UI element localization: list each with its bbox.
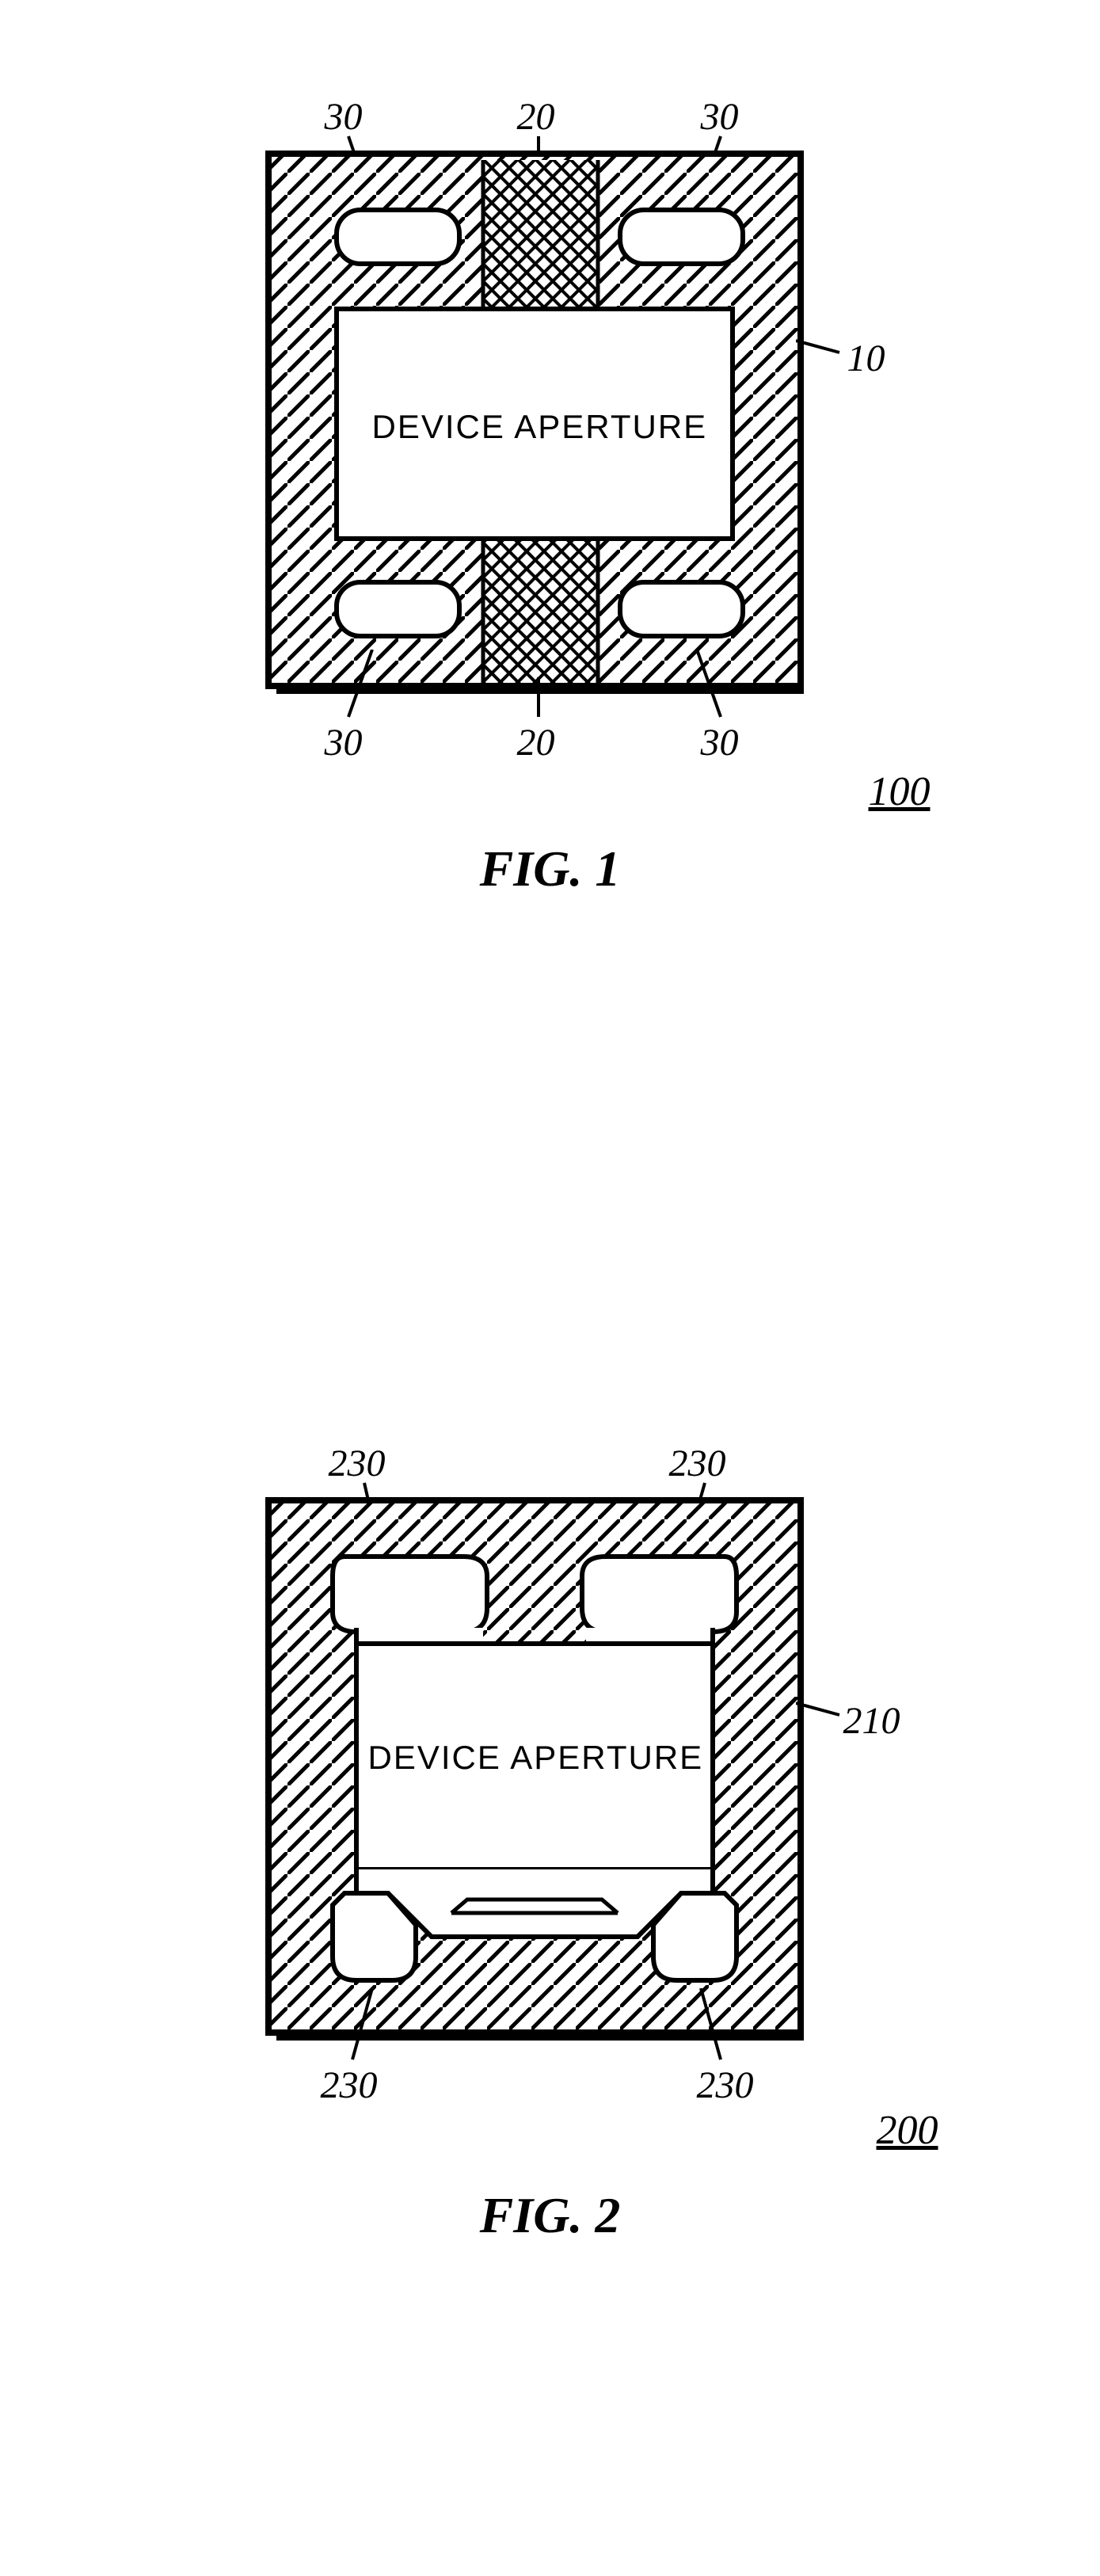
ref-label-30-br: 30 — [701, 721, 739, 764]
ref-label-10: 10 — [847, 337, 885, 380]
figure-2-title: FIG. 2 — [194, 2186, 907, 2245]
ref-label-210: 210 — [843, 1699, 900, 1743]
ref-label-230-br: 230 — [697, 2063, 754, 2107]
lead-lines-bottom-2 — [194, 1988, 907, 2115]
figure-1-number: 100 — [869, 768, 931, 815]
ref-label-20-b: 20 — [517, 721, 555, 764]
figure-2-number: 200 — [877, 2107, 938, 2154]
figure-1-title: FIG. 1 — [194, 840, 907, 898]
device-aperture-text-2: DEVICE APERTURE — [368, 1739, 704, 1777]
device-aperture-text-1: DEVICE APERTURE — [372, 408, 708, 446]
ref-label-30-bl: 30 — [325, 721, 363, 764]
ref-label-230-bl: 230 — [321, 2063, 378, 2107]
